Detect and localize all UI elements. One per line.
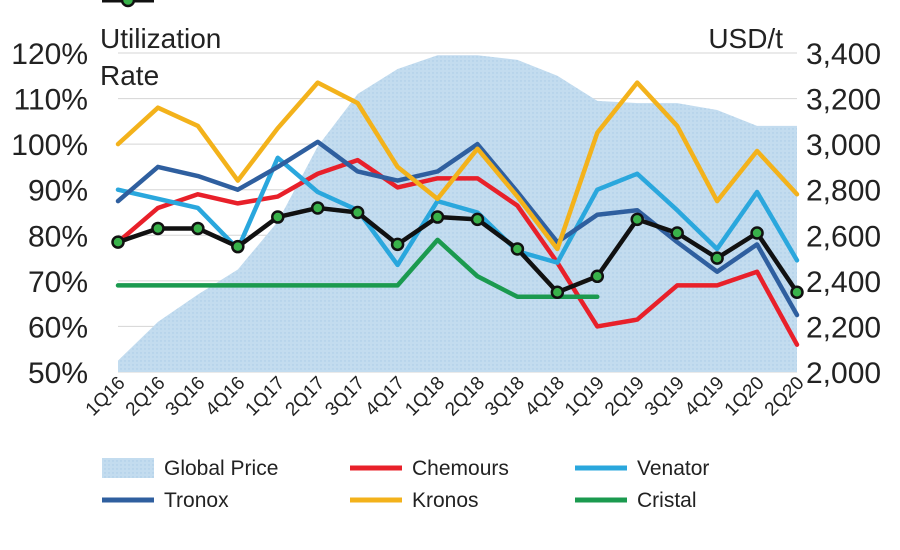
legend-marker: [120, 0, 136, 8]
right-tick-label: 2,000: [806, 357, 881, 390]
mnp-total-point: [430, 210, 445, 224]
category-label: 3Q16: [162, 373, 210, 421]
category-label: 1Q17: [242, 373, 290, 421]
right-axis-title: USD/t: [708, 23, 783, 54]
right-tick-label: 3,400: [806, 38, 881, 71]
legend-label: Cristal: [637, 489, 697, 512]
legend-label: Chemours: [412, 457, 509, 480]
mnp-total-point: [710, 251, 724, 265]
left-tick-label: 90%: [28, 175, 88, 208]
mnp-total-point: [390, 237, 405, 252]
left-tick-label: 110%: [13, 84, 88, 117]
right-tick-label: 3,000: [806, 129, 881, 162]
legend-item-chemours: Chemours: [350, 457, 509, 480]
category-label: 3Q18: [481, 373, 529, 421]
legend-label: Venator: [637, 457, 709, 480]
right-tick-label: 3,200: [806, 84, 881, 117]
right-tick-label: 2,200: [806, 311, 881, 344]
kronos-series: [115, 80, 800, 252]
mnp-total-point: [191, 221, 205, 236]
global-price-area: [118, 55, 797, 373]
tronox-line: [115, 139, 800, 318]
category-label: 3Q17: [321, 373, 369, 421]
category-label: 2Q19: [601, 373, 649, 421]
category-label: 4Q17: [361, 373, 409, 421]
global-price-area-layer: [118, 55, 797, 373]
legend-label: MNP Total: [164, 0, 260, 5]
category-label: 1Q16: [82, 373, 130, 421]
category-label: 1Q18: [401, 373, 449, 421]
mnp-total-point: [271, 210, 285, 224]
category-label: 1Q20: [721, 373, 769, 421]
left-axis-title-line2: Rate: [100, 60, 159, 91]
mnp-total-point: [151, 221, 165, 236]
mnp-total-point: [750, 226, 764, 240]
mnp-total-point: [231, 239, 245, 254]
legend-label: Tronox: [164, 489, 229, 512]
left-tick-label: 70%: [28, 266, 88, 299]
mnp-total-series: [111, 201, 804, 299]
cristal-series: [115, 237, 600, 300]
chemours-line: [115, 157, 800, 347]
cristal-line: [115, 237, 600, 300]
legend-label: Kronos: [412, 489, 479, 512]
legend-item-venator: Venator: [575, 457, 709, 480]
legend-label: Global Price: [164, 457, 278, 480]
left-tick-label: 120%: [11, 38, 88, 71]
legend-item-global-price: Global Price: [102, 457, 278, 480]
right-tick-label: 2,800: [806, 175, 881, 208]
series-layer: [111, 80, 804, 347]
mnp-total-point: [790, 285, 804, 299]
category-label: 2Q18: [441, 373, 489, 421]
left-tick-label: 100%: [11, 129, 88, 162]
right-tick-label: 2,400: [806, 266, 881, 299]
legend-item-cristal: Cristal: [575, 489, 697, 512]
category-label: 1Q19: [561, 373, 609, 421]
legend: Global Price Chemours Venator Tronox Kronos C…: [102, 0, 709, 512]
kronos-line: [115, 80, 800, 252]
mnp-total-point: [470, 212, 485, 227]
category-label: 2Q16: [122, 373, 170, 421]
category-label: 4Q19: [681, 373, 729, 421]
legend-item-tronox: Tronox: [102, 489, 229, 512]
mnp-total-point: [350, 205, 365, 220]
left-tick-label: 60%: [28, 311, 88, 344]
mnp-total-point: [310, 201, 325, 215]
category-label: 4Q16: [202, 373, 250, 421]
mnp-total-point: [590, 269, 605, 284]
mnp-total-point: [670, 226, 684, 240]
legend-swatch: [102, 458, 154, 478]
category-label: 4Q18: [521, 373, 569, 421]
legend-item-mnp-total: MNP Total: [102, 0, 260, 8]
category-label: 2Q20: [761, 373, 809, 421]
mnp-total-point: [111, 235, 125, 249]
mnp-total-line: [115, 205, 800, 295]
chemours-series: [115, 157, 800, 347]
mnp-total-point: [630, 212, 644, 227]
left-tick-label: 80%: [28, 220, 88, 253]
right-tick-label: 2,600: [806, 220, 881, 253]
mnp-total-point: [550, 285, 565, 299]
mnp-total-point: [510, 242, 525, 256]
left-axis-title-line1: Utilization: [100, 23, 221, 54]
legend-item-kronos: Kronos: [350, 489, 479, 512]
category-label: 2Q17: [282, 373, 330, 421]
left-tick-label: 50%: [28, 357, 88, 390]
category-label: 3Q19: [641, 373, 689, 421]
tronox-series: [115, 139, 800, 318]
